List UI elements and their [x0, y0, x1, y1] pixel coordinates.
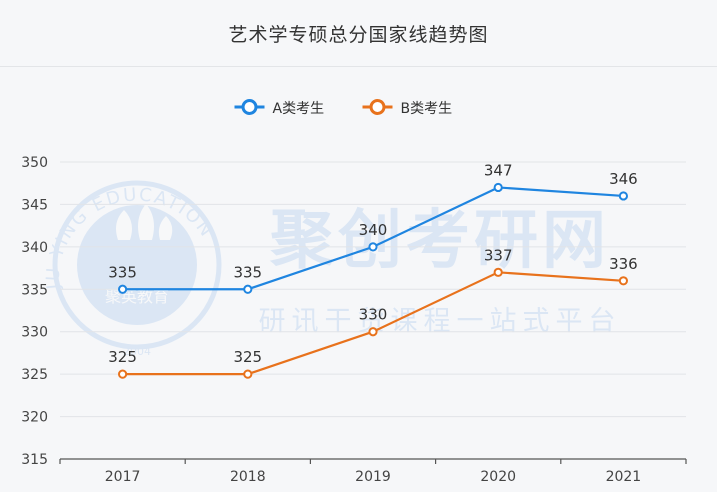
y-tick-label: 330 — [21, 325, 48, 341]
x-tick-label: 2017 — [105, 469, 141, 485]
data-label: 340 — [359, 221, 388, 239]
data-point[interactable] — [243, 369, 253, 379]
x-tick-label: 2019 — [355, 469, 391, 485]
legend-label[interactable]: B类考生 — [401, 101, 453, 117]
chart-title: 艺术学专硕总分国家线趋势图 — [228, 23, 489, 46]
data-point[interactable] — [118, 284, 128, 294]
data-point[interactable] — [493, 182, 503, 193]
x-tick-label: 2021 — [606, 469, 642, 485]
x-tick-label: 2020 — [480, 469, 516, 485]
y-tick-label: 335 — [21, 282, 48, 298]
x-tick-label: 2018 — [230, 469, 266, 485]
data-label: 347 — [484, 161, 513, 179]
title-bar: 艺术学专硕总分国家线趋势图 — [0, 0, 717, 67]
watermark-seal-core — [77, 205, 197, 325]
legend-marker[interactable] — [369, 99, 386, 115]
data-point[interactable] — [368, 327, 378, 337]
y-tick-label: 320 — [21, 410, 48, 426]
watermark-leaf-icon — [116, 204, 173, 240]
watermark-seal-year: 2004 — [123, 345, 151, 358]
data-label: 337 — [484, 246, 513, 264]
data-label: 325 — [233, 348, 262, 366]
legend-label[interactable]: A类考生 — [273, 101, 325, 117]
y-tick-label: 345 — [21, 197, 48, 213]
y-tick-label: 325 — [21, 367, 48, 383]
data-label: 335 — [233, 263, 262, 281]
data-point[interactable] — [118, 369, 128, 379]
data-point[interactable] — [243, 284, 253, 294]
data-point[interactable] — [618, 276, 629, 286]
watermark-slogan: 研讯干货课程一站式平台 — [259, 306, 622, 337]
data-label: 325 — [108, 348, 137, 366]
legend-marker[interactable] — [241, 99, 258, 115]
data-label: 336 — [609, 255, 638, 273]
data-label: 335 — [108, 263, 137, 281]
data-point[interactable] — [618, 191, 629, 201]
data-point[interactable] — [368, 242, 378, 252]
watermark-seal-ring — [52, 180, 222, 350]
data-point[interactable] — [493, 267, 503, 277]
data-label: 346 — [609, 170, 638, 188]
y-tick-label: 315 — [21, 452, 48, 468]
y-tick-label: 340 — [21, 240, 48, 256]
data-label: 330 — [359, 306, 388, 324]
y-tick-label: 350 — [21, 155, 48, 171]
